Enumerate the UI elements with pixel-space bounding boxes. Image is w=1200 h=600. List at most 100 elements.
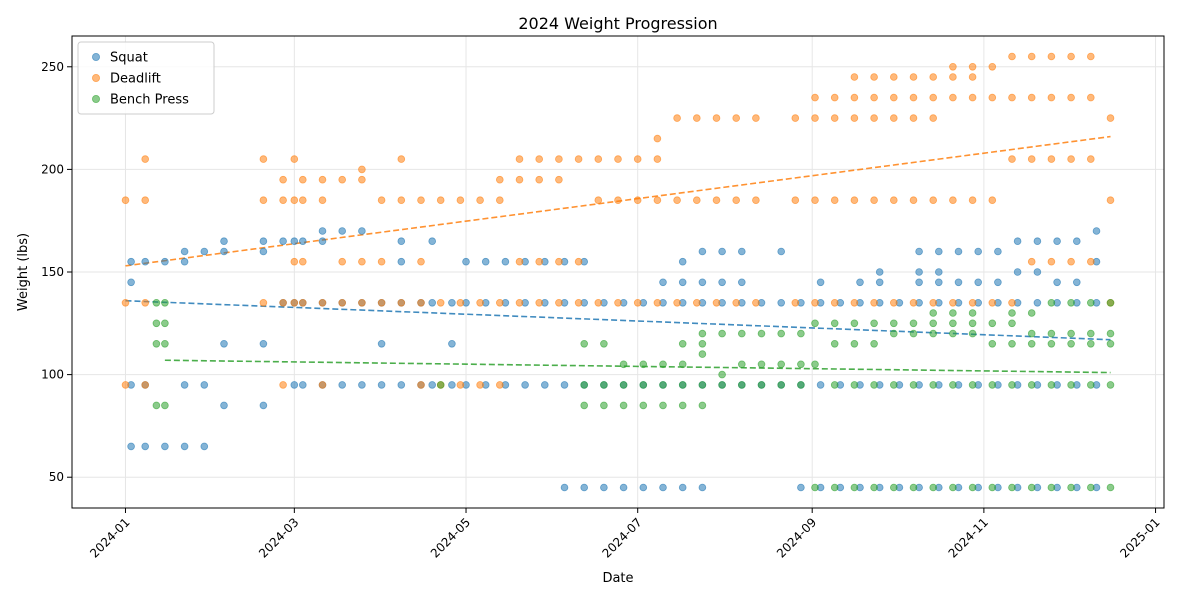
deadlift-point: [338, 175, 347, 184]
deadlift-point: [298, 196, 307, 205]
deadlift-point: [417, 257, 425, 266]
bench-press-point: [619, 381, 628, 389]
deadlift-point: [417, 196, 425, 205]
deadlift-point: [1106, 196, 1115, 205]
squat-point: [1013, 237, 1022, 246]
bench-press-point: [698, 401, 707, 410]
squat-point: [200, 247, 209, 256]
deadlift-point: [515, 298, 524, 307]
squat-point: [127, 257, 135, 266]
deadlift-point: [949, 93, 957, 102]
squat-point: [698, 483, 707, 492]
deadlift-point: [909, 73, 918, 81]
squat-point: [259, 237, 268, 246]
squat-point: [856, 278, 864, 287]
squat-point: [639, 483, 648, 492]
deadlift-point: [535, 257, 543, 266]
bench-press-point: [737, 360, 746, 369]
bench-press-point: [1047, 381, 1056, 389]
squat-point: [428, 298, 437, 307]
deadlift-point: [830, 298, 839, 307]
bench-press-point: [580, 339, 588, 348]
bench-press-point: [757, 381, 766, 389]
squat-point: [659, 483, 667, 492]
squat-point: [816, 278, 825, 287]
deadlift-point: [495, 298, 504, 307]
deadlift-point: [574, 257, 583, 266]
bench-press-point: [1047, 483, 1056, 492]
deadlift-point: [692, 114, 701, 122]
bench-press-point: [870, 339, 878, 348]
squat-point: [1073, 278, 1081, 287]
squat-point: [737, 278, 746, 287]
deadlift-point: [290, 155, 299, 163]
squat-point: [974, 278, 982, 287]
deadlift-point: [1087, 155, 1095, 163]
squat-point: [777, 247, 785, 256]
bench-press-point: [1067, 339, 1075, 348]
squat-point: [777, 298, 785, 307]
deadlift-point: [850, 196, 859, 205]
bench-press-point: [929, 329, 937, 338]
bench-press-point: [811, 483, 819, 492]
deadlift-point: [141, 298, 150, 307]
deadlift-point: [870, 196, 878, 205]
squat-point: [718, 278, 726, 287]
squat-point: [448, 339, 456, 348]
deadlift-point: [121, 298, 130, 307]
squat-point: [259, 247, 268, 256]
bench-press-point: [870, 483, 878, 492]
deadlift-point: [1047, 52, 1056, 61]
squat-point: [915, 268, 923, 276]
squat-point: [298, 381, 307, 389]
deadlift-point: [1067, 257, 1075, 266]
bench-press-point: [659, 401, 667, 410]
deadlift-point: [397, 298, 406, 307]
squat-point: [560, 381, 569, 389]
bench-press-point: [1067, 483, 1075, 492]
deadlift-point: [358, 257, 366, 266]
deadlift-point: [279, 196, 287, 205]
deadlift-point: [1027, 257, 1036, 266]
deadlift-point: [515, 155, 524, 163]
squat-point: [397, 237, 406, 246]
deadlift-point: [830, 114, 839, 122]
squat-point: [127, 278, 135, 287]
bench-press-point: [949, 309, 957, 317]
deadlift-point: [968, 73, 977, 81]
bench-press-point: [757, 329, 766, 338]
bench-press-point: [600, 401, 608, 410]
bench-press-point: [811, 319, 819, 328]
deadlift-point: [732, 298, 740, 307]
deadlift-point: [968, 63, 977, 71]
bench-press-point: [698, 339, 707, 348]
bench-press-point: [1008, 381, 1016, 389]
squat-point: [290, 237, 299, 246]
squat-point: [600, 483, 608, 492]
bench-press-point: [619, 360, 628, 369]
bench-press-point: [797, 360, 805, 369]
squat-point: [659, 278, 667, 287]
squat-point: [797, 483, 805, 492]
deadlift-point: [811, 196, 819, 205]
squat-point: [580, 483, 588, 492]
deadlift-point: [811, 114, 819, 122]
legend-marker-bench-press: [92, 95, 101, 104]
squat-point: [318, 237, 327, 246]
deadlift-point: [1047, 257, 1056, 266]
bench-press-point: [830, 483, 839, 492]
squat-point: [200, 442, 209, 451]
deadlift-point: [889, 93, 898, 102]
squat-point: [1033, 298, 1042, 307]
deadlift-point: [377, 257, 386, 266]
bench-press-point: [850, 381, 859, 389]
squat-point: [338, 227, 347, 235]
grid-lines: [72, 36, 1164, 508]
squat-point: [1053, 278, 1061, 287]
bench-press-point: [850, 319, 859, 328]
squat-point: [428, 237, 437, 246]
deadlift-point: [850, 114, 859, 122]
legend-label-bench-press: Bench Press: [110, 93, 189, 108]
deadlift-point: [791, 196, 800, 205]
deadlift-point: [456, 381, 465, 389]
